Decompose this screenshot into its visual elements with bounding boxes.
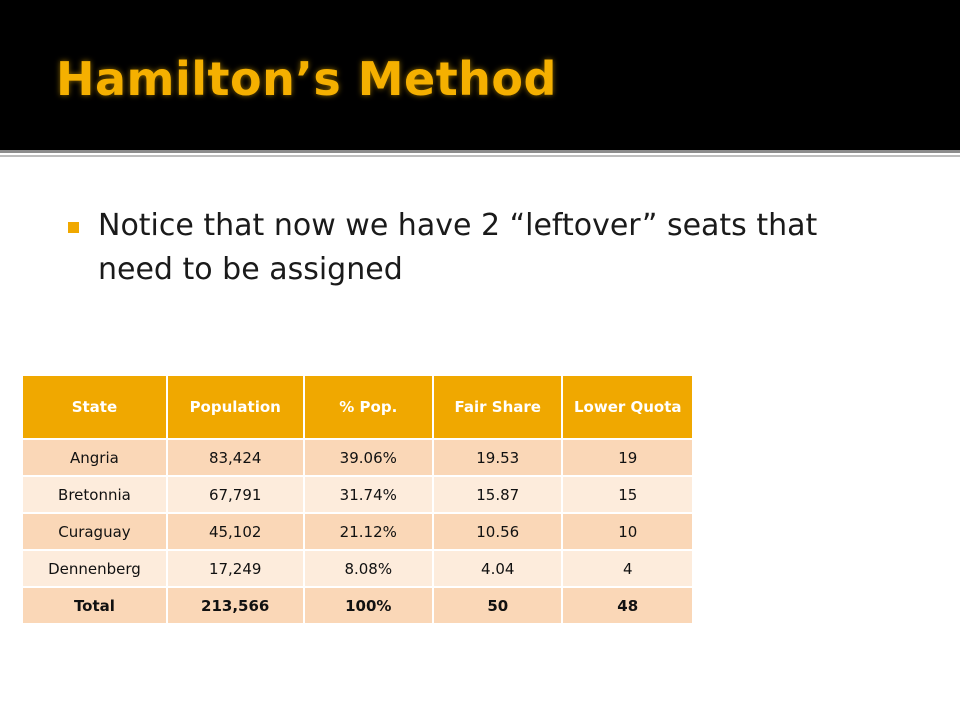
cell-fair-share: 10.56 [433,512,564,550]
cell-lower-quota: 19 [562,438,692,476]
cell-population: 83,424 [166,438,305,476]
header-population: Population [166,376,305,439]
cell-pct-pop: 21.12% [303,512,435,550]
cell-total-pct-pop: 100% [303,586,435,623]
cell-pct-pop: 39.06% [303,438,435,476]
cell-state: Angria [23,438,168,476]
cell-population: 67,791 [166,475,305,513]
cell-state: Bretonnia [23,475,168,513]
table-row: Angria 83,424 39.06% 19.53 19 [23,438,692,476]
table-header-row: State Population % Pop. Fair Share Lower… [23,376,692,439]
cell-lower-quota: 4 [562,549,692,587]
table-row: Dennenberg 17,249 8.08% 4.04 4 [23,549,692,587]
cell-fair-share: 19.53 [433,438,564,476]
cell-total-label: Total [23,586,168,623]
cell-fair-share: 15.87 [433,475,564,513]
cell-state: Dennenberg [23,549,168,587]
title-bar: Hamilton’s Method [0,0,960,150]
header-state: State [23,376,168,439]
bullet-text: Notice that now we have 2 “leftover” sea… [98,208,818,287]
cell-fair-share: 4.04 [433,549,564,587]
cell-total-population: 213,566 [166,586,305,623]
cell-total-fair-share: 50 [433,586,564,623]
cell-population: 45,102 [166,512,305,550]
slide-title: Hamilton’s Method [56,52,557,106]
cell-population: 17,249 [166,549,305,587]
table-total-row: Total 213,566 100% 50 48 [23,586,692,623]
cell-state: Curaguay [23,512,168,550]
header-pct-pop: % Pop. [303,376,435,439]
divider-line-secondary [0,155,960,157]
header-lower-quota: Lower Quota [562,376,692,439]
divider-line [0,150,960,153]
header-fair-share: Fair Share [433,376,564,439]
table-row: Curaguay 45,102 21.12% 10.56 10 [23,512,692,550]
cell-lower-quota: 15 [562,475,692,513]
table-row: Bretonnia 67,791 31.74% 15.87 15 [23,475,692,513]
apportionment-table: State Population % Pop. Fair Share Lower… [23,376,692,623]
square-bullet-icon [68,222,79,233]
cell-pct-pop: 31.74% [303,475,435,513]
cell-total-lower-quota: 48 [562,586,692,623]
cell-lower-quota: 10 [562,512,692,550]
cell-pct-pop: 8.08% [303,549,435,587]
